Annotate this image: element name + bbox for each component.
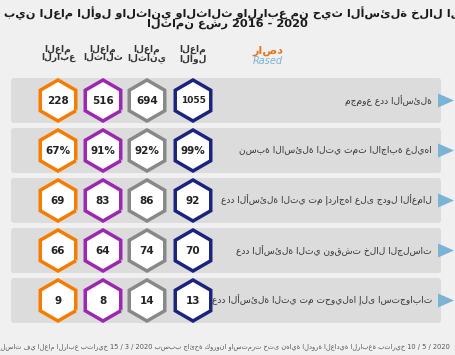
Text: 67%: 67%	[46, 146, 71, 155]
Text: العام: العام	[134, 44, 160, 54]
Text: 74: 74	[140, 246, 154, 256]
Text: الثاني: الثاني	[127, 53, 167, 63]
FancyBboxPatch shape	[11, 128, 441, 173]
Text: مجموع عدد الأسئلة: مجموع عدد الأسئلة	[345, 95, 432, 106]
Polygon shape	[85, 130, 121, 171]
Text: نسبة الاسئلة التي تمت الاجابة عليها: نسبة الاسئلة التي تمت الاجابة عليها	[239, 146, 432, 155]
Text: 83: 83	[96, 196, 110, 206]
Text: العام: العام	[45, 44, 71, 54]
Polygon shape	[40, 280, 76, 321]
Polygon shape	[175, 280, 211, 321]
Text: 13: 13	[186, 295, 200, 306]
Polygon shape	[129, 180, 165, 221]
Polygon shape	[40, 80, 76, 121]
Text: 69: 69	[51, 196, 65, 206]
FancyBboxPatch shape	[11, 178, 441, 223]
Text: 516: 516	[92, 95, 114, 105]
Text: مقارنات بين العام الأول والثاني والثالث والرابع من حيث الأسئلة خلال البرلمان: مقارنات بين العام الأول والثاني والثالث …	[0, 6, 455, 20]
Text: 8: 8	[99, 295, 106, 306]
Polygon shape	[175, 130, 211, 171]
Text: العام: العام	[90, 44, 116, 54]
Polygon shape	[40, 130, 76, 171]
FancyBboxPatch shape	[11, 78, 441, 123]
Text: العام: العام	[180, 44, 207, 54]
Text: راصد: راصد	[253, 46, 283, 56]
Text: عدد الأسئلة التي نوقشت خلال الجلسات: عدد الأسئلة التي نوقشت خلال الجلسات	[237, 245, 432, 256]
Text: الثالث: الثالث	[83, 53, 123, 62]
Text: 694: 694	[136, 95, 158, 105]
Polygon shape	[85, 180, 121, 221]
Polygon shape	[40, 230, 76, 271]
Text: 86: 86	[140, 196, 154, 206]
Text: 66: 66	[51, 246, 65, 256]
Polygon shape	[85, 230, 121, 271]
Polygon shape	[40, 180, 76, 221]
Text: 92: 92	[186, 196, 200, 206]
Polygon shape	[438, 193, 454, 208]
Text: 99%: 99%	[181, 146, 205, 155]
Text: Rased: Rased	[253, 56, 283, 66]
Text: 1055: 1055	[181, 96, 206, 105]
Polygon shape	[438, 93, 454, 108]
Polygon shape	[129, 230, 165, 271]
Polygon shape	[85, 280, 121, 321]
Polygon shape	[129, 280, 165, 321]
Polygon shape	[129, 130, 165, 171]
Text: 14: 14	[140, 295, 154, 306]
Text: 92%: 92%	[135, 146, 159, 155]
Text: الثامن عشر 2016 - 2020: الثامن عشر 2016 - 2020	[147, 19, 308, 29]
FancyBboxPatch shape	[11, 228, 441, 273]
Text: الأول: الأول	[179, 53, 207, 64]
Text: 228: 228	[47, 95, 69, 105]
Text: * ملاحظة: توقفت الجلسات في العام الرابع بتاريخ 15 / 3 / 2020 بسبب جائحة كورونا و: * ملاحظة: توقفت الجلسات في العام الرابع …	[0, 344, 450, 351]
Polygon shape	[175, 230, 211, 271]
Polygon shape	[85, 80, 121, 121]
Text: عدد الأسئلة التي تم تحويلها إلى استجوابات: عدد الأسئلة التي تم تحويلها إلى استجوابا…	[212, 295, 432, 306]
Text: 9: 9	[55, 295, 61, 306]
Text: 70: 70	[186, 246, 200, 256]
Polygon shape	[438, 294, 454, 307]
Polygon shape	[438, 143, 454, 158]
Text: 64: 64	[96, 246, 110, 256]
FancyBboxPatch shape	[11, 278, 441, 323]
Polygon shape	[129, 80, 165, 121]
Polygon shape	[175, 80, 211, 121]
Text: الرابع: الرابع	[41, 53, 75, 62]
Text: 91%: 91%	[91, 146, 116, 155]
Polygon shape	[438, 244, 454, 257]
Text: عدد الأسئلة التي تم إدراجها على جدول الأعمال: عدد الأسئلة التي تم إدراجها على جدول الأ…	[221, 195, 432, 206]
Polygon shape	[175, 180, 211, 221]
